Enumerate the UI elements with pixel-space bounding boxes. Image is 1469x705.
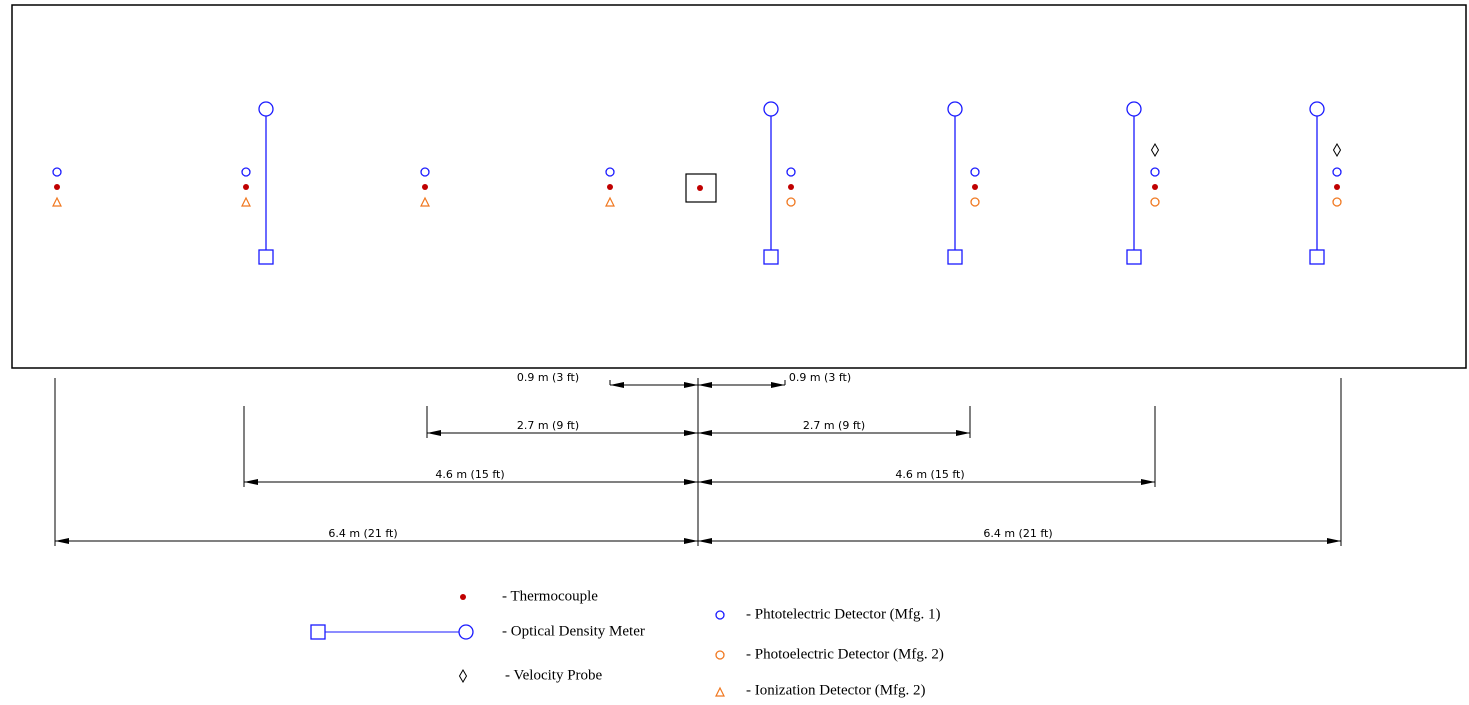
legend-label: - Optical Density Meter — [502, 623, 645, 639]
photoelectric-detector — [605, 167, 615, 177]
dimension-label: 2.7 m (9 ft) — [803, 419, 865, 432]
legend-odm-source — [310, 624, 326, 640]
dimension-label: 0.9 m (3 ft) — [789, 371, 851, 384]
photoelectric-detector — [970, 167, 980, 177]
arrowhead — [1141, 479, 1155, 485]
arrowhead — [684, 430, 698, 436]
odm-source — [763, 249, 779, 265]
arrowhead — [698, 479, 712, 485]
dimension-label: 4.6 m (15 ft) — [895, 468, 964, 481]
dimension-label: 2.7 m (9 ft) — [517, 419, 579, 432]
arrowhead — [610, 382, 624, 388]
arrowhead — [698, 382, 712, 388]
arrowhead — [684, 538, 698, 544]
photoelectric-detector — [241, 167, 251, 177]
photoelectric-detector-2 — [1150, 197, 1160, 207]
dimension-label: 6.4 m (21 ft) — [328, 527, 397, 540]
odm-receiver — [1309, 101, 1325, 117]
legend-photoelectric-1 — [715, 610, 725, 620]
photoelectric-detector — [1150, 167, 1160, 177]
thermocouple — [697, 185, 703, 191]
legend-label: - Photoelectric Detector (Mfg. 2) — [746, 646, 944, 662]
ionization-detector — [241, 196, 251, 207]
thermocouple — [1152, 184, 1158, 190]
dimension-label: 0.9 m (3 ft) — [517, 371, 579, 384]
thermocouple — [422, 184, 428, 190]
odm-source — [947, 249, 963, 265]
room-outline — [11, 4, 1467, 369]
odm-receiver — [1126, 101, 1142, 117]
photoelectric-detector-2 — [970, 197, 980, 207]
velocity-probe — [1332, 143, 1342, 157]
thermocouple — [54, 184, 60, 190]
thermocouple — [243, 184, 249, 190]
fire-source — [685, 173, 717, 203]
odm-source — [1309, 249, 1325, 265]
ionization-detector — [420, 196, 430, 207]
ionization-detector — [605, 196, 615, 207]
ionization-detector — [52, 196, 62, 207]
photoelectric-detector-2 — [786, 197, 796, 207]
arrowhead — [1327, 538, 1341, 544]
velocity-probe — [458, 669, 468, 683]
photoelectric-detector-2 — [1332, 197, 1342, 207]
photoelectric-detector — [52, 167, 62, 177]
thermocouple — [607, 184, 613, 190]
arrowhead — [956, 430, 970, 436]
velocity-probe — [1150, 143, 1160, 157]
thermocouple — [972, 184, 978, 190]
odm-receiver — [947, 101, 963, 117]
odm-source — [258, 249, 274, 265]
legend-label: - Velocity Probe — [505, 667, 603, 683]
legend-label: - Phtotelectric Detector (Mfg. 1) — [746, 606, 941, 622]
thermocouple — [788, 184, 794, 190]
photoelectric-detector — [1332, 167, 1342, 177]
legend-label: - Ionization Detector (Mfg. 2) — [746, 682, 926, 698]
thermocouple — [460, 594, 466, 600]
arrowhead — [684, 382, 698, 388]
arrowhead — [771, 382, 785, 388]
dimension-label: 6.4 m (21 ft) — [983, 527, 1052, 540]
arrowhead — [698, 430, 712, 436]
arrowhead — [684, 479, 698, 485]
legend-label: - Thermocouple — [502, 588, 598, 604]
dimension-label: 4.6 m (15 ft) — [435, 468, 504, 481]
photoelectric-detector — [786, 167, 796, 177]
odm-receiver — [258, 101, 274, 117]
odm-source — [1126, 249, 1142, 265]
thermocouple — [1334, 184, 1340, 190]
odm-receiver — [763, 101, 779, 117]
legend-photoelectric-2 — [715, 650, 725, 660]
photoelectric-detector — [420, 167, 430, 177]
arrowhead — [698, 538, 712, 544]
arrowhead — [244, 479, 258, 485]
arrowhead — [55, 538, 69, 544]
ionization-detector — [715, 686, 725, 697]
arrowhead — [427, 430, 441, 436]
legend-odm-receiver — [458, 624, 474, 640]
